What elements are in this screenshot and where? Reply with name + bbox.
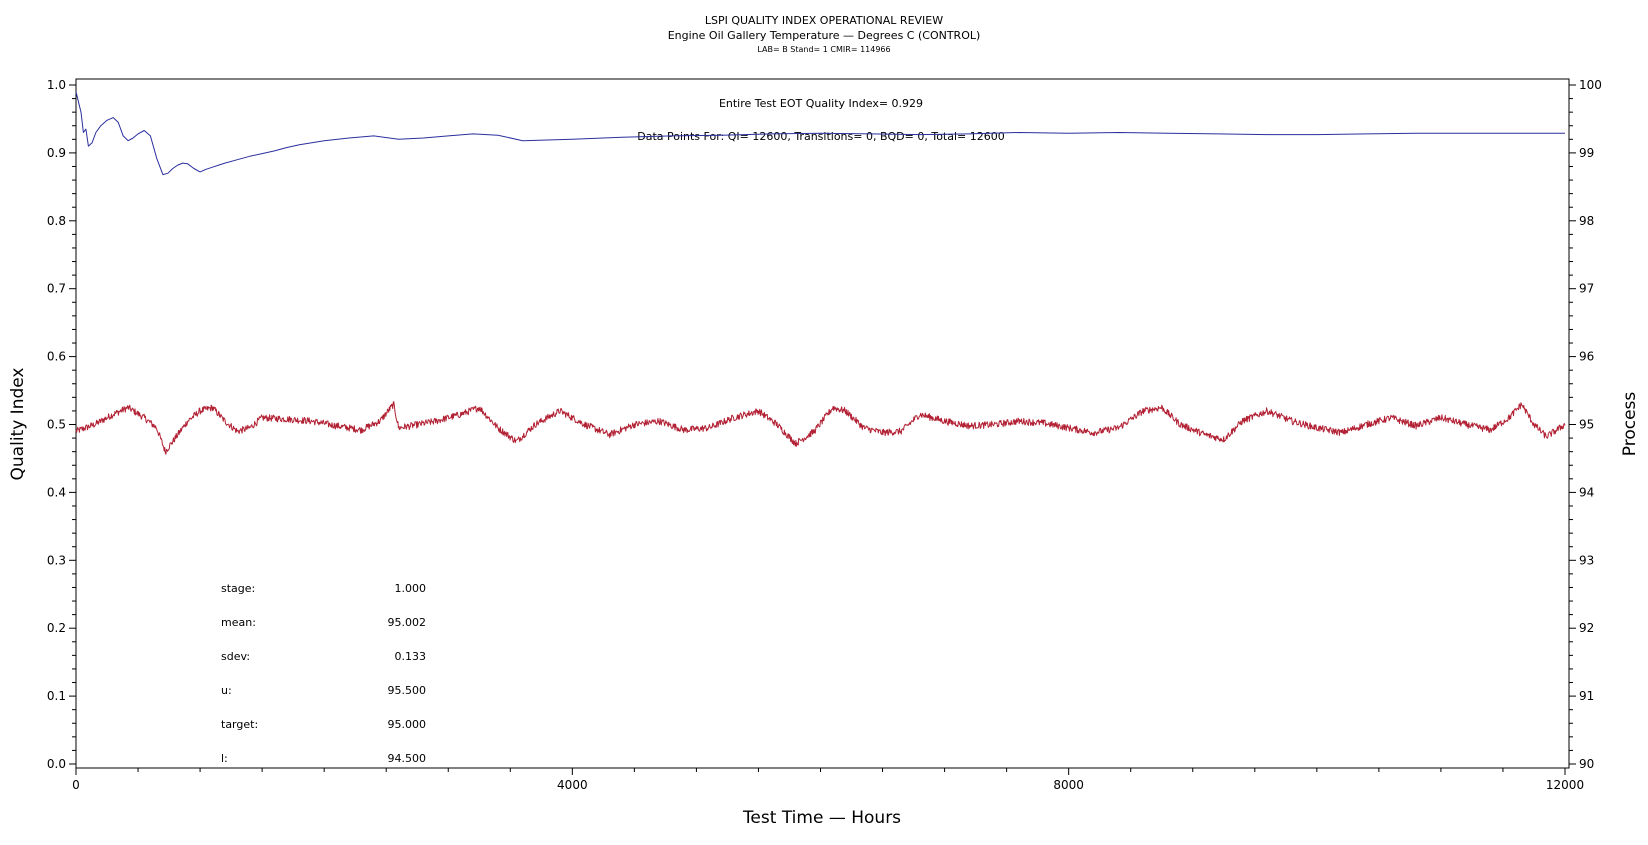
y-left-tick-label: 0.4 (47, 485, 66, 499)
y-axis-left-label: Quality Index (8, 368, 28, 481)
y-left-tick-label: 0.1 (47, 689, 66, 703)
y-left-tick-label: 0.8 (47, 214, 66, 228)
y-left-tick-label: 0.3 (47, 553, 66, 567)
y-left-tick-label: 0.7 (47, 282, 66, 296)
stat-value: 94.500 (388, 752, 427, 765)
stat-label: l: (221, 752, 228, 765)
y-right-tick-label: 95 (1579, 418, 1594, 432)
y-left-tick-label: 1.0 (47, 78, 66, 92)
quality-index-series-line (75, 91, 1565, 176)
stat-value: 1.000 (395, 582, 427, 595)
x-ticks: 0 4000 8000 12000 (72, 768, 1584, 792)
y-left-tick-label: 0.6 (47, 350, 66, 364)
y-right-tick-label: 96 (1579, 350, 1594, 364)
annotation-data-points: Data Points For: QI= 12600, Transitions=… (637, 130, 1005, 143)
stat-value: 95.500 (388, 684, 427, 697)
y-right-tick-label: 90 (1579, 757, 1594, 771)
y-right-ticks: 90 91 92 93 94 95 96 97 98 99 100 (1569, 78, 1602, 771)
x-tick-label: 0 (72, 778, 80, 792)
y-right-tick-label: 97 (1579, 282, 1594, 296)
stat-label: mean: (221, 616, 256, 629)
y-axis-right-label: Process (1620, 392, 1640, 457)
x-tick-label: 4000 (557, 778, 588, 792)
stat-value: 95.002 (388, 616, 427, 629)
stat-label: target: (221, 718, 258, 731)
stats-block: stage: 1.000 mean: 95.002 sdev: 0.133 u:… (221, 582, 426, 765)
x-axis-label: Test Time — Hours (742, 808, 901, 828)
stat-label: sdev: (221, 650, 250, 663)
y-right-tick-label: 93 (1579, 553, 1594, 567)
y-left-tick-label: 0.5 (47, 418, 66, 432)
chart-subtitle: Engine Oil Gallery Temperature — Degrees… (668, 29, 981, 42)
series-layer (75, 91, 1566, 455)
stat-label: stage: (221, 582, 255, 595)
stat-value: 0.133 (395, 650, 427, 663)
stat-value: 95.000 (388, 718, 427, 731)
plot-frame (75, 78, 1570, 769)
chart-subtitle-small: LAB= B Stand= 1 CMIR= 114966 (757, 45, 890, 54)
y-right-tick-label: 94 (1579, 485, 1594, 499)
annotation-eot-quality-index: Entire Test EOT Quality Index= 0.929 (719, 97, 923, 110)
y-left-tick-label: 0.2 (47, 621, 66, 635)
y-right-tick-label: 100 (1579, 78, 1602, 92)
chart-title: LSPI QUALITY INDEX OPERATIONAL REVIEW (705, 14, 943, 27)
x-tick-label: 12000 (1546, 778, 1584, 792)
y-right-tick-label: 92 (1579, 621, 1594, 635)
y-left-tick-label: 0.0 (47, 757, 66, 771)
y-left-tick-label: 0.9 (47, 146, 66, 160)
y-right-tick-label: 99 (1579, 146, 1594, 160)
y-left-ticks: 0.0 0.1 0.2 0.3 0.4 0.5 0.6 0.7 0.8 0.9 1.0 (47, 78, 76, 771)
stat-label: u: (221, 684, 232, 697)
process-series-line (75, 401, 1566, 455)
x-tick-label: 8000 (1053, 778, 1084, 792)
y-right-tick-label: 98 (1579, 214, 1594, 228)
y-right-tick-label: 91 (1579, 689, 1594, 703)
